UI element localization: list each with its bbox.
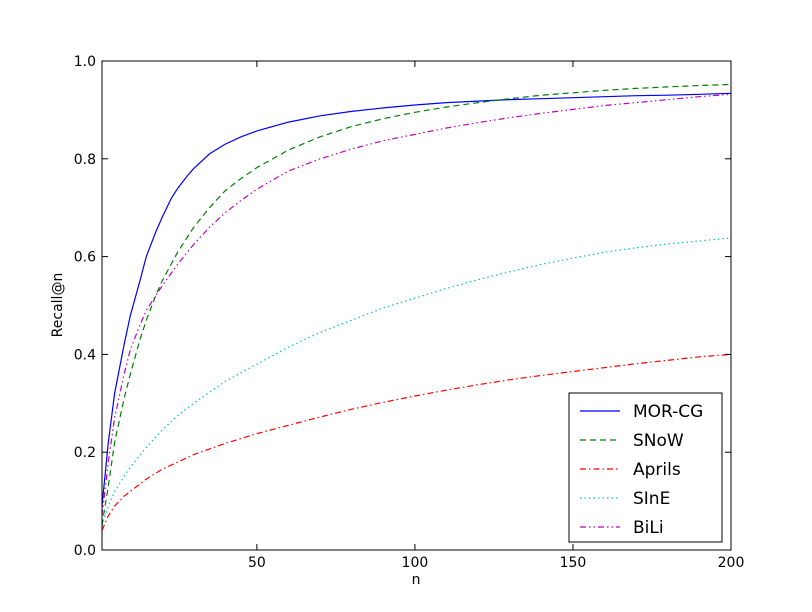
legend-box [568, 392, 723, 543]
x-tick-label: 150 [560, 555, 587, 571]
series-line-mor-cg [101, 92, 732, 507]
legend: MOR-CG SNoW Aprils SInE BiLi [568, 392, 723, 543]
y-tick-label: 0.0 [74, 543, 96, 559]
legend-label-mor-cg: MOR-CG [633, 402, 703, 422]
legend-label-snow: SNoW [633, 431, 684, 451]
y-tick-label: 0.6 [74, 250, 96, 266]
legend-label-sine: SInE [633, 489, 670, 509]
y-tick-label: 0.8 [74, 152, 96, 168]
x-tick-label: 100 [402, 555, 429, 571]
series-line-aprils [101, 353, 732, 531]
legend-label-aprils: Aprils [633, 460, 681, 480]
legend-label-bili: BiLi [633, 518, 664, 538]
ticks-layer: 50 100 150 200 0.0 0.2 0.4 0.6 0.8 1.0 [74, 54, 745, 571]
y-tick-label: 0.2 [74, 445, 96, 461]
x-tick-label: 200 [718, 555, 745, 571]
series-line-snow [101, 83, 732, 526]
y-tick-label: 0.4 [74, 347, 96, 363]
x-axis-label: n [412, 572, 421, 588]
y-axis-label: Recall@n [50, 273, 66, 338]
y-tick-label: 1.0 [74, 54, 96, 70]
series-layer [101, 83, 732, 531]
plot-frame [101, 60, 732, 551]
x-tick-label: 50 [248, 555, 266, 571]
